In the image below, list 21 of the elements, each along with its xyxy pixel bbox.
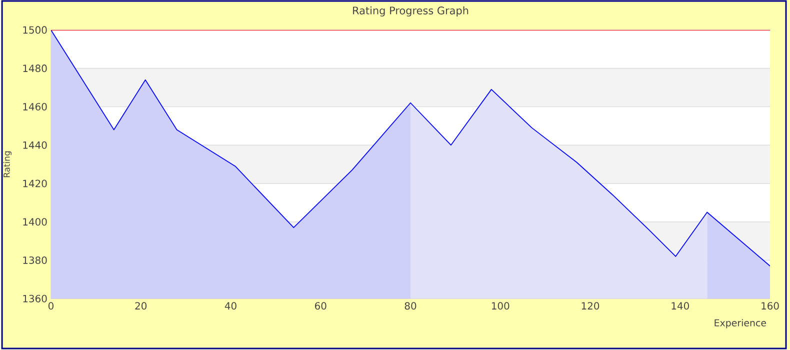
line-series xyxy=(50,30,770,267)
y-tick-label: 1480 xyxy=(23,64,47,72)
x-tick-label: 0 xyxy=(48,302,54,310)
y-tick-label: 1400 xyxy=(23,218,47,226)
x-axis-title: Experience xyxy=(714,319,766,328)
x-tick-label: 140 xyxy=(672,302,689,310)
x-tick-label: 20 xyxy=(135,302,147,310)
x-tick-label: 60 xyxy=(314,302,326,310)
y-tick-label: 1440 xyxy=(23,142,47,150)
x-tick-label: 80 xyxy=(404,302,416,310)
x-tick-label: 120 xyxy=(582,302,600,310)
x-tick-label: 160 xyxy=(762,302,779,310)
y-tick-label: 1420 xyxy=(23,180,47,188)
y-axis-title: Rating xyxy=(3,152,12,178)
x-tick-label: 100 xyxy=(492,302,510,310)
y-tick-label: 1360 xyxy=(23,295,47,303)
x-tick-label: 40 xyxy=(224,302,236,310)
y-tick-label: 1380 xyxy=(23,256,47,264)
y-tick-label: 1500 xyxy=(23,26,47,34)
y-tick-label: 1460 xyxy=(23,103,47,111)
chart-title: Rating Progress Graph xyxy=(353,6,468,17)
